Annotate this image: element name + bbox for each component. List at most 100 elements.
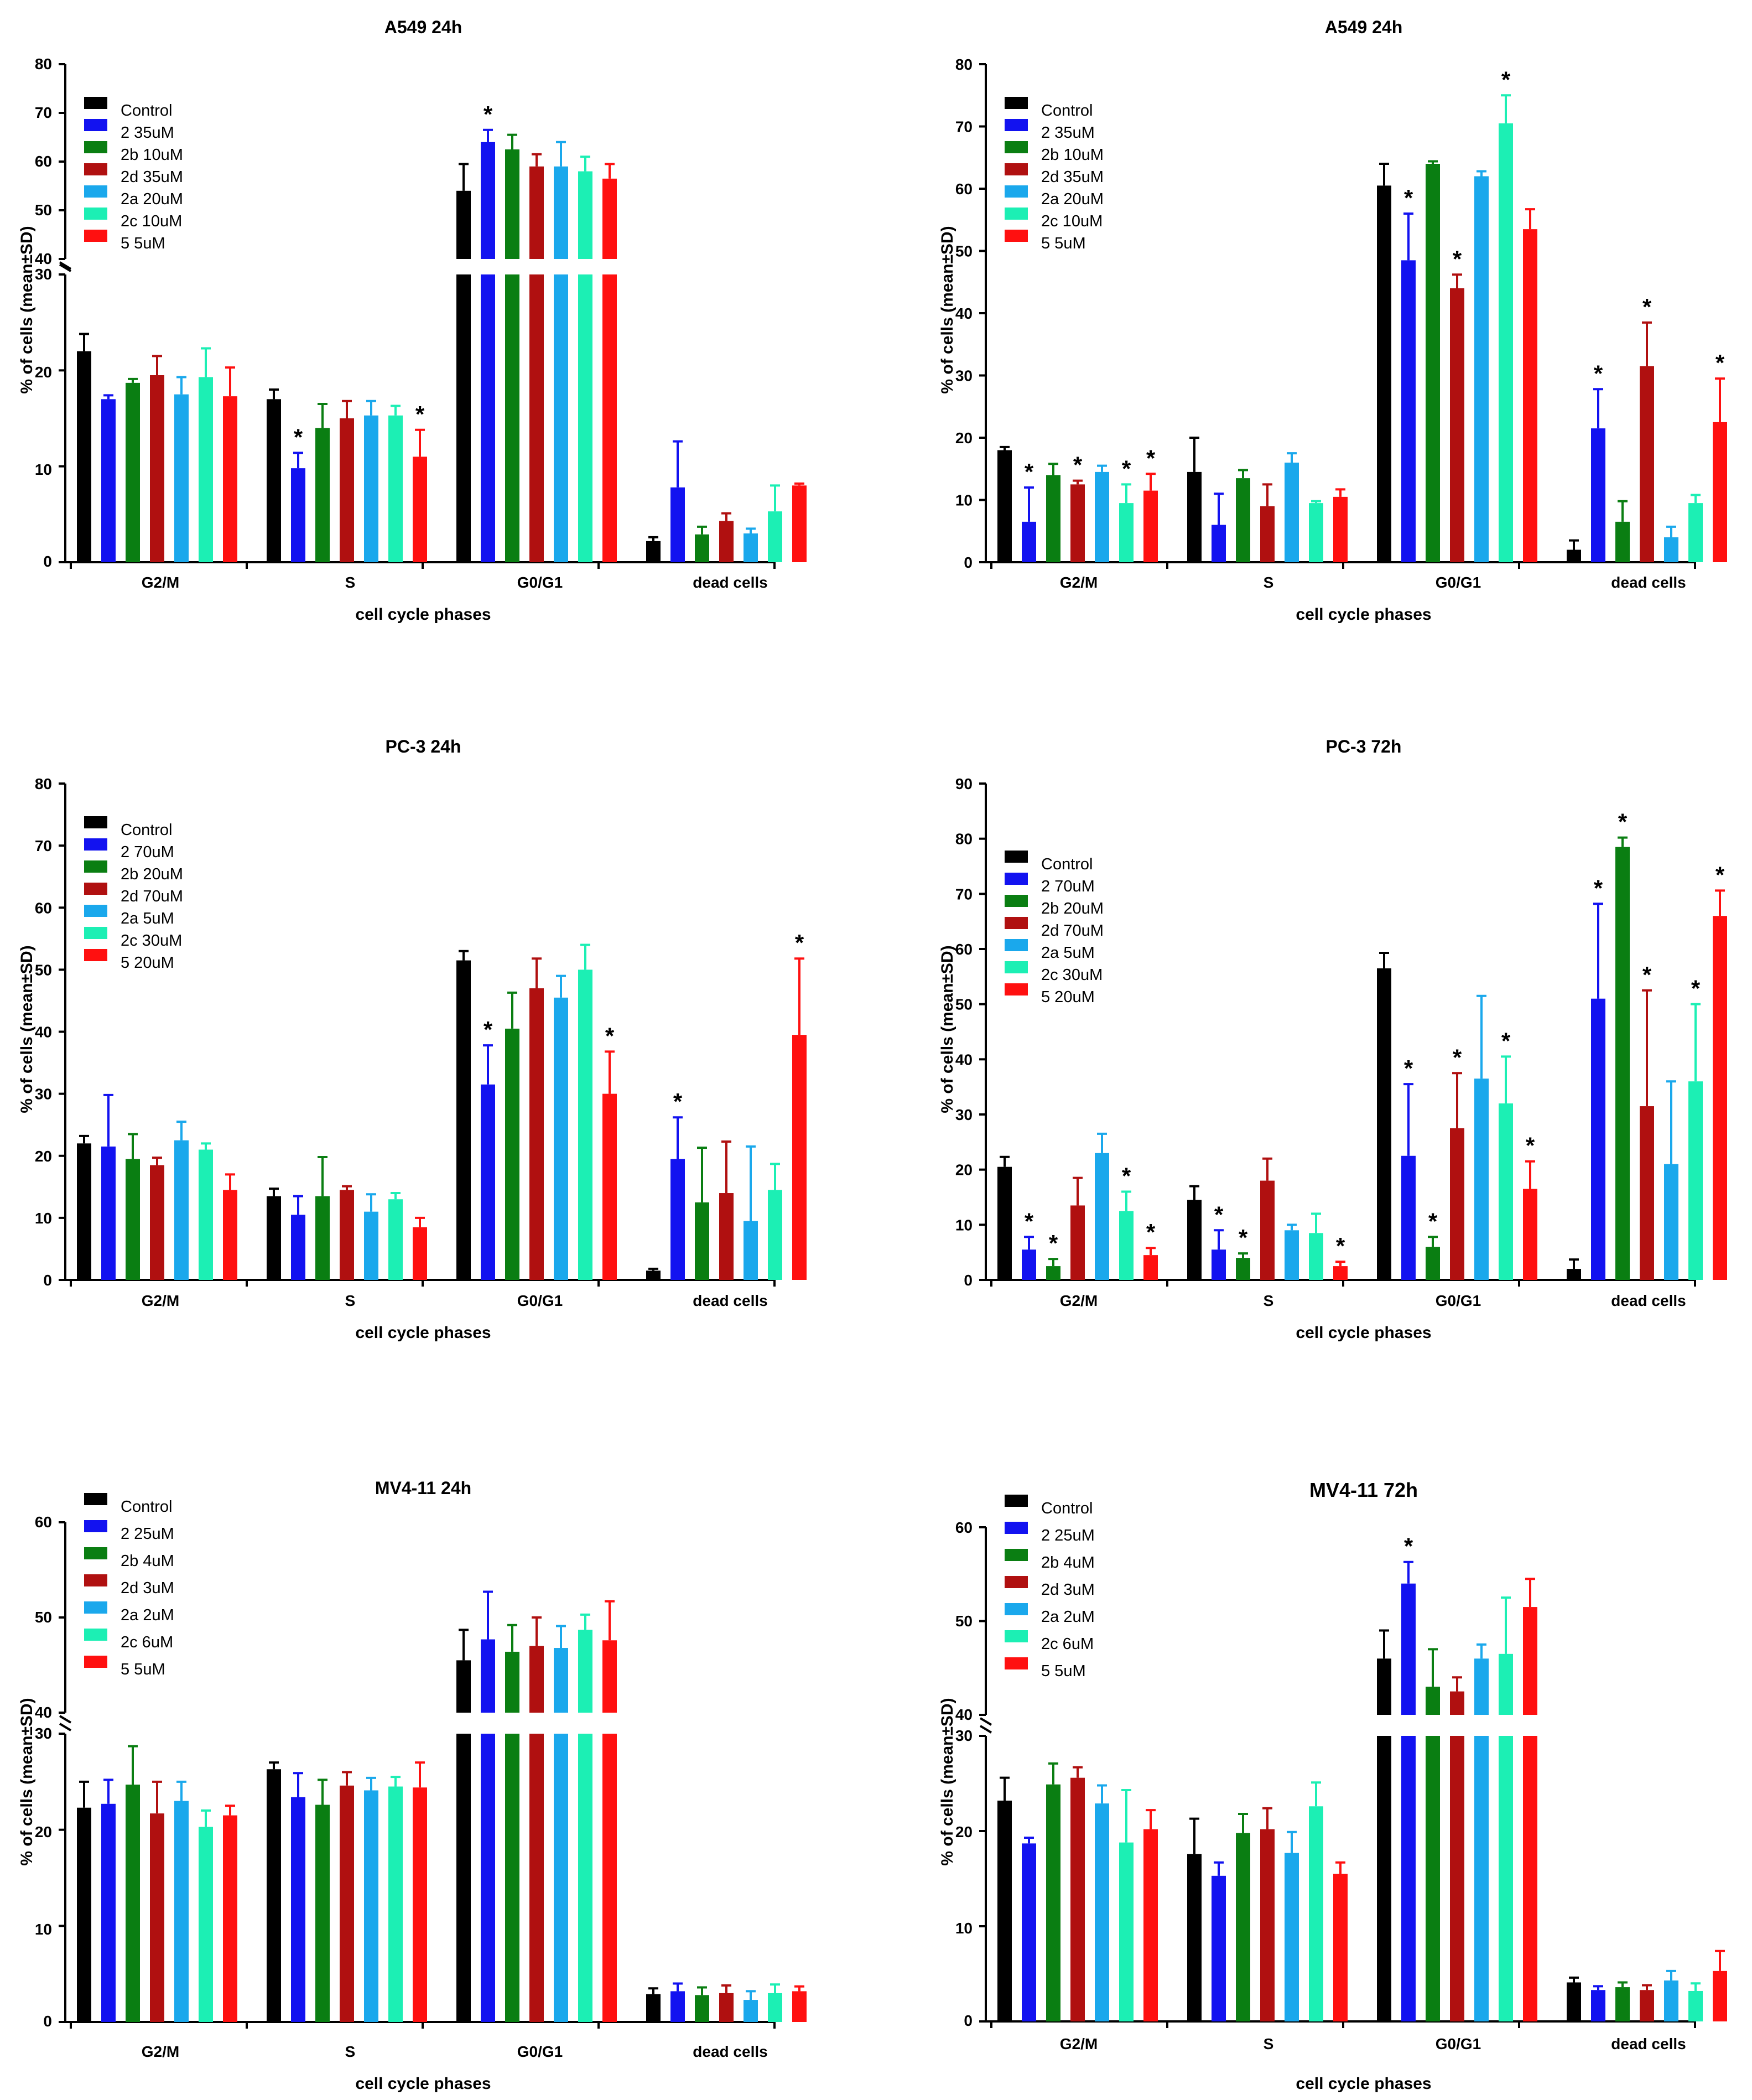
x-tick-label: G0/G1 xyxy=(1436,2035,1481,2052)
plot-area: * * * xyxy=(59,63,807,569)
x-tick-label: S xyxy=(345,2043,356,2060)
legend-swatch xyxy=(84,883,107,895)
bar xyxy=(578,274,592,562)
legend-swatch xyxy=(84,185,107,198)
axis-break-mark xyxy=(59,1715,72,1724)
legend-swatch xyxy=(84,208,107,220)
bar xyxy=(1070,1205,1085,1280)
x-axis-label: cell cycle phases xyxy=(1296,2075,1431,2093)
significance-star: * xyxy=(1715,862,1725,888)
y-tick-label: 70 xyxy=(955,885,973,903)
bar xyxy=(1143,1255,1158,1280)
y-tick-label: 20 xyxy=(35,1823,52,1840)
bar xyxy=(1070,484,1085,562)
significance-star: * xyxy=(673,1088,683,1114)
bar xyxy=(646,1271,661,1280)
bar xyxy=(101,399,116,562)
y-tick-label: 0 xyxy=(43,553,52,570)
y-tick-label: 70 xyxy=(35,104,52,121)
bar xyxy=(1260,506,1275,562)
legend-swatch xyxy=(1005,1603,1028,1615)
bar xyxy=(1309,1806,1323,2021)
bar xyxy=(1095,1803,1109,2021)
legend: Control 2 70uM 2b 20uM 2d 70uM 2a 5uM 2c… xyxy=(121,821,183,972)
significance-star: * xyxy=(1073,452,1083,478)
y-tick-label: 90 xyxy=(955,775,973,792)
bar xyxy=(1285,1230,1299,1280)
bar xyxy=(77,1143,91,1280)
significance-star: * xyxy=(1501,66,1511,92)
bar xyxy=(456,274,471,562)
x-axis-label: cell cycle phases xyxy=(1296,605,1431,624)
bar xyxy=(1236,1833,1250,2021)
bar-upper xyxy=(456,190,471,259)
bar xyxy=(1046,1266,1060,1280)
bar xyxy=(1567,1982,1581,2021)
y-tick-label: 30 xyxy=(955,1727,973,1744)
legend-swatch xyxy=(1005,208,1028,220)
legend-label: 2a 5uM xyxy=(121,910,174,927)
bar xyxy=(578,969,592,1280)
legend-label: 2d 35uM xyxy=(121,168,183,186)
bar xyxy=(1523,1189,1537,1280)
bar xyxy=(1046,475,1060,562)
bar xyxy=(554,274,568,562)
legend-swatch xyxy=(84,1520,107,1532)
bar xyxy=(388,415,403,562)
bar-upper xyxy=(529,1646,544,1713)
bar xyxy=(1022,521,1036,562)
legend-label: 2a 2uM xyxy=(1041,1608,1095,1626)
significance-star: * xyxy=(1642,294,1652,320)
bar xyxy=(1401,260,1416,562)
bar xyxy=(364,1211,378,1280)
y-axis-label: % of cells (mean±SD) xyxy=(938,945,956,1113)
bar xyxy=(315,428,330,562)
bar xyxy=(1450,1128,1464,1280)
legend-swatch xyxy=(1005,185,1028,198)
y-tick-label: 0 xyxy=(43,2013,52,2030)
y-tick-label: 60 xyxy=(955,1519,973,1536)
bar xyxy=(1119,1211,1134,1280)
bar xyxy=(413,1787,427,2022)
x-tick-label: G0/G1 xyxy=(517,574,563,591)
y-tick-label: 10 xyxy=(955,492,973,509)
x-tick-label: S xyxy=(1264,1292,1274,1309)
y-tick-labels: 0 10 20 30 40 50 60 70 80 xyxy=(35,775,52,1289)
y-tick-label: 10 xyxy=(35,1921,52,1938)
chart-mv411-72h: MV4-11 72h % of cells (mean±SD) cell cyc… xyxy=(938,1479,1727,2093)
x-tick-label: dead cells xyxy=(1611,1292,1686,1309)
bar xyxy=(1688,1990,1703,2021)
bar xyxy=(578,1734,592,2022)
chart-pc3-72h: PC-3 72h % of cells (mean±SD) cell cycle… xyxy=(938,737,1727,1342)
chart-title: A549 24h xyxy=(384,17,462,37)
legend-swatch xyxy=(84,141,107,153)
y-tick-label: 0 xyxy=(43,1272,52,1289)
x-axis-label: cell cycle phases xyxy=(355,2075,491,2093)
legend-label: 5 20uM xyxy=(1041,988,1095,1006)
legend-label: 2 25uM xyxy=(121,1525,174,1543)
bar xyxy=(768,1993,782,2022)
bar xyxy=(150,1813,164,2022)
significance-star: * xyxy=(1618,809,1628,835)
y-axis-label: % of cells (mean±SD) xyxy=(938,226,956,393)
chart-a549-24h-left: A549 24h % of cells (mean±SD) cell cycle… xyxy=(18,17,807,624)
legend-swatch xyxy=(1005,119,1028,131)
y-tick-label: 30 xyxy=(35,1086,52,1103)
y-tick-label: 60 xyxy=(35,899,52,916)
bar-upper xyxy=(602,1640,617,1713)
bar xyxy=(174,1140,189,1280)
significance-star: * xyxy=(1336,1233,1345,1259)
bar xyxy=(1260,1180,1275,1280)
legend-swatch xyxy=(1005,851,1028,863)
bar xyxy=(1285,463,1299,562)
bar xyxy=(719,1193,734,1280)
bar-upper xyxy=(554,166,568,259)
bar xyxy=(1377,185,1391,562)
y-tick-label: 0 xyxy=(964,554,973,571)
bar xyxy=(1713,916,1727,1280)
bar-upper xyxy=(1450,1691,1464,1715)
legend-label: Control xyxy=(121,821,173,839)
bar-upper xyxy=(1426,1687,1440,1715)
legend-swatch xyxy=(84,949,107,961)
y-tick-label: 60 xyxy=(955,180,973,198)
